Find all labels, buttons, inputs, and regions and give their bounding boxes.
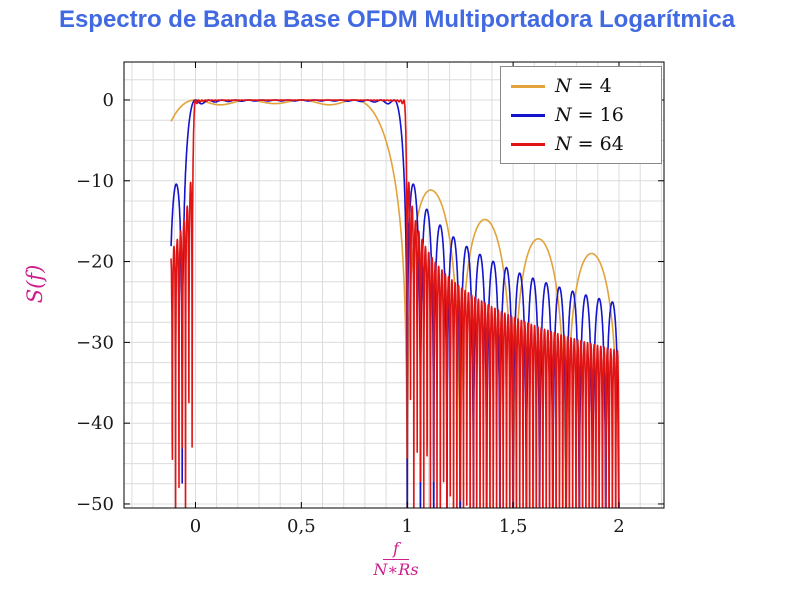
x-tick-label: 2 bbox=[613, 516, 624, 537]
x-tick-label: 0,5 bbox=[287, 516, 316, 537]
x-tick-label: 0 bbox=[190, 516, 201, 537]
legend-label: N = 64 bbox=[555, 133, 624, 155]
legend-line-sample bbox=[511, 142, 545, 146]
x-tick-label: 1 bbox=[402, 516, 413, 537]
y-tick-label: −10 bbox=[76, 171, 114, 192]
y-tick-label: −50 bbox=[76, 494, 114, 515]
y-tick-label: −40 bbox=[76, 413, 114, 434]
legend-item: N = 16 bbox=[511, 104, 647, 126]
series-line-N-64 bbox=[170, 99, 620, 508]
x-tick-label: 1,5 bbox=[499, 516, 528, 537]
legend: N = 4 N = 16 N = 64 bbox=[500, 66, 662, 164]
y-tick-label: −20 bbox=[76, 252, 114, 273]
x-axis-label-numerator: f bbox=[383, 539, 409, 561]
legend-label: N = 16 bbox=[555, 104, 624, 126]
legend-line-sample bbox=[511, 113, 545, 117]
x-axis-label: f N∗Rs bbox=[334, 539, 458, 580]
series-group bbox=[170, 99, 620, 508]
legend-label: N = 4 bbox=[555, 75, 612, 97]
y-axis-label: S(f) bbox=[23, 264, 47, 304]
legend-item: N = 64 bbox=[511, 133, 647, 155]
legend-item: N = 4 bbox=[511, 75, 647, 97]
plot-frame bbox=[123, 61, 665, 509]
legend-line-sample bbox=[511, 84, 545, 88]
x-axis-label-denominator: N∗Rs bbox=[373, 560, 419, 580]
page-title: Espectro de Banda Base OFDM Multiportado… bbox=[58, 6, 736, 33]
y-tick-label: 0 bbox=[103, 90, 114, 111]
y-tick-label: −30 bbox=[76, 332, 114, 353]
